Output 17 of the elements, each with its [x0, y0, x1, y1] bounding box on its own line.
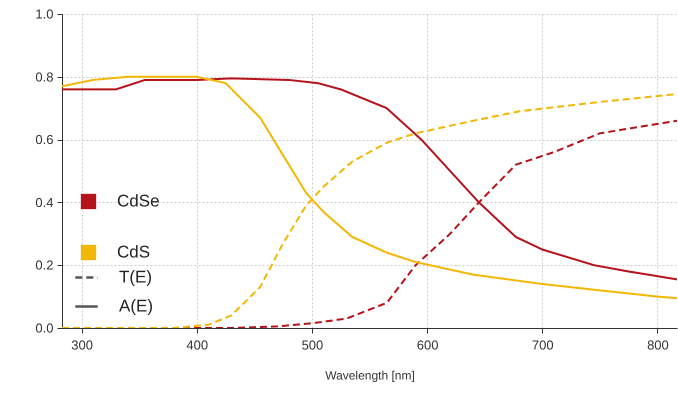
x-axis-title: Wavelength [nm] — [325, 368, 415, 382]
x-tick-label: 800 — [647, 338, 669, 352]
x-tick-label: 300 — [71, 338, 93, 352]
x-tick-label: 600 — [416, 338, 438, 352]
legend-label: CdS — [117, 242, 150, 262]
y-tick-label: 1.0 — [35, 6, 54, 22]
x-tick-label: 400 — [186, 338, 208, 352]
y-tick-label: 0.4 — [35, 194, 54, 210]
y-tick-label: 0.8 — [35, 69, 54, 84]
annotation: A(E) — [119, 296, 153, 316]
legend-label: CdSe — [117, 192, 160, 210]
y-tick-label: 0.2 — [35, 258, 54, 273]
x-tick-label: 500 — [302, 338, 324, 352]
x-tick-label: 700 — [532, 338, 554, 352]
y-tick-label: 0.6 — [35, 132, 54, 148]
annotation: T(E) — [119, 268, 152, 286]
y-tick-label: 0.0 — [35, 320, 54, 336]
